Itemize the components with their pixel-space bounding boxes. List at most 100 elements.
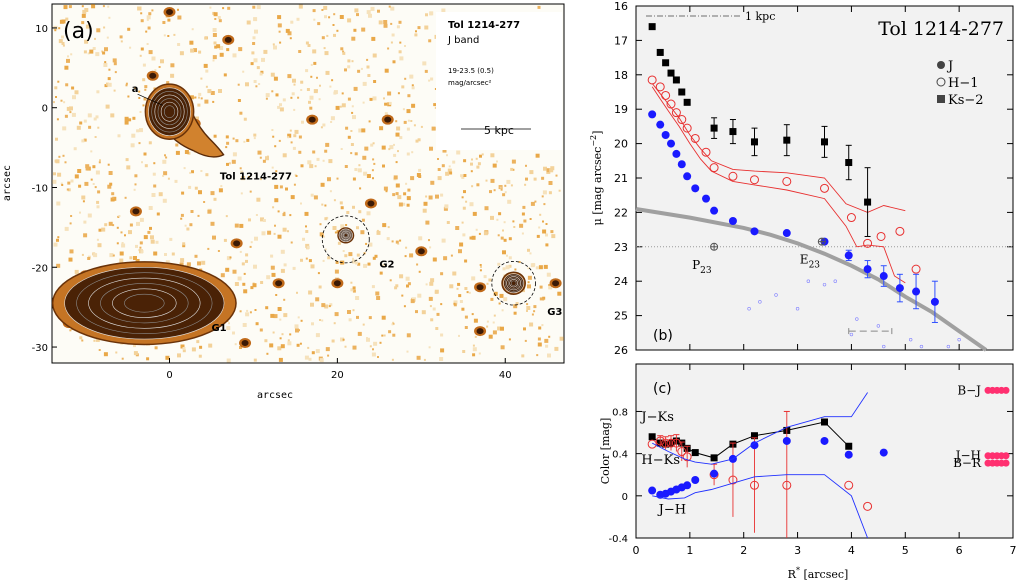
noise-pixel [143, 235, 148, 240]
noise-pixel [249, 190, 252, 193]
noise-pixel [87, 213, 92, 218]
noise-pixel [162, 159, 167, 164]
noise-pixel [434, 290, 438, 294]
noise-pixel [352, 257, 354, 260]
noise-pixel [442, 148, 447, 153]
noise-pixel [64, 161, 67, 164]
ref-label-base: E [800, 253, 809, 267]
noise-pixel [410, 120, 413, 122]
noise-pixel [490, 297, 494, 301]
faint-source-core [333, 280, 341, 287]
noise-pixel [503, 221, 506, 224]
noise-pixel [322, 259, 325, 262]
noise-pixel [277, 234, 282, 239]
noise-pixel [496, 160, 498, 163]
noise-pixel [280, 268, 285, 273]
noise-pixel [527, 281, 530, 284]
x-tick-label-a: 40 [499, 370, 512, 381]
noise-pixel [112, 58, 117, 63]
noise-pixel [246, 309, 249, 312]
noise-pixel [83, 220, 87, 224]
noise-pixel [143, 152, 147, 156]
faint-source-core [417, 248, 425, 255]
noise-pixel [525, 164, 527, 167]
noise-pixel [541, 195, 544, 198]
noise-pixel [458, 249, 462, 254]
y-tick-label-b: 25 [614, 310, 628, 323]
contour-ring [154, 94, 185, 129]
noise-pixel [209, 6, 212, 9]
noise-pixel [149, 226, 152, 230]
legend-label: J [946, 59, 953, 74]
noise-pixel [253, 17, 258, 22]
noise-pixel [214, 18, 217, 20]
noise-pixel [498, 302, 501, 305]
noise-pixel [228, 162, 231, 165]
noise-pixel [196, 340, 200, 344]
noise-pixel [96, 200, 100, 204]
noise-pixel [463, 190, 466, 194]
noise-pixel [142, 63, 146, 67]
noise-pixel [98, 228, 102, 232]
noise-pixel [216, 44, 221, 49]
legend-label: H−1 [948, 76, 979, 91]
noise-pixel [253, 58, 258, 63]
noise-pixel [365, 242, 368, 245]
noise-pixel [150, 239, 155, 244]
noise-pixel [411, 86, 415, 90]
noise-pixel [194, 254, 198, 258]
noise-pixel [369, 345, 372, 348]
noise-pixel [452, 271, 457, 276]
noise-pixel [197, 103, 201, 107]
contour-ring [507, 277, 520, 289]
noise-pixel [198, 96, 200, 99]
noise-pixel [225, 215, 228, 218]
noise-pixel [347, 65, 351, 69]
noise-pixel [136, 129, 140, 133]
noise-pixel [89, 49, 94, 54]
point-j [782, 229, 791, 238]
noise-pixel [133, 256, 137, 260]
noise-pixel [449, 284, 454, 289]
noise-pixel [477, 162, 481, 166]
noise-pixel [246, 20, 251, 25]
noise-pixel [316, 89, 318, 92]
noise-pixel [407, 94, 411, 98]
noise-pixel [290, 241, 293, 244]
noise-pixel [382, 223, 387, 228]
noise-pixel [336, 29, 339, 32]
noise-pixel [61, 35, 64, 39]
noise-pixel [440, 333, 444, 337]
noise-pixel [252, 5, 256, 9]
noise-pixel [260, 217, 264, 222]
noise-pixel [361, 128, 366, 133]
noise-pixel [124, 116, 129, 121]
noise-pixel [401, 85, 405, 89]
noise-pixel [334, 269, 339, 274]
noise-pixel [218, 89, 222, 93]
point-j [691, 184, 700, 193]
noise-pixel [505, 265, 510, 270]
point-ks-2 [662, 59, 670, 67]
x-axis-label-c: R* [arcsec] [788, 566, 849, 581]
noise-pixel [96, 205, 100, 209]
noise-pixel [140, 12, 143, 15]
noise-pixel [543, 166, 547, 171]
noise-pixel [410, 176, 415, 181]
noise-pixel [205, 173, 209, 177]
noise-pixel [139, 217, 144, 222]
noise-pixel [163, 171, 168, 176]
faint-source-core [476, 284, 484, 291]
noise-pixel [289, 129, 292, 132]
noise-pixel [352, 289, 356, 293]
noise-pixel [261, 57, 265, 62]
noise-pixel [93, 117, 97, 121]
x-tick-label-c: 4 [848, 544, 855, 557]
noise-pixel [234, 223, 239, 228]
noise-pixel [277, 105, 281, 109]
noise-pixel [103, 26, 106, 29]
noise-pixel [433, 103, 437, 107]
noise-pixel [321, 9, 324, 11]
noise-pixel [508, 338, 511, 341]
noise-pixel [403, 120, 407, 124]
